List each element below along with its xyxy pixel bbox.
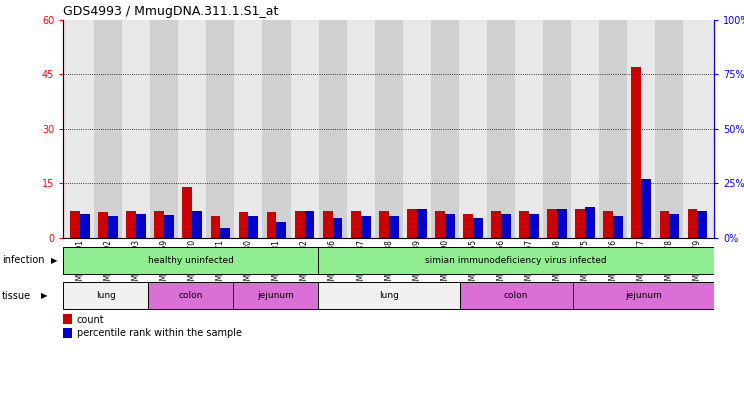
- Bar: [295, 211, 304, 238]
- Bar: [491, 211, 501, 238]
- Bar: [136, 214, 146, 238]
- Bar: [431, 20, 459, 238]
- Bar: [548, 209, 557, 238]
- Bar: [318, 283, 460, 309]
- Bar: [684, 20, 711, 238]
- Bar: [519, 211, 529, 238]
- Bar: [108, 216, 118, 238]
- Bar: [347, 20, 375, 238]
- Bar: [98, 212, 108, 238]
- Bar: [445, 214, 455, 238]
- Text: count: count: [77, 314, 104, 325]
- Bar: [417, 209, 426, 238]
- Bar: [599, 20, 627, 238]
- Bar: [126, 211, 136, 238]
- Text: ▶: ▶: [51, 256, 57, 264]
- Bar: [233, 283, 318, 309]
- Bar: [487, 20, 515, 238]
- Bar: [659, 211, 670, 238]
- Bar: [543, 20, 571, 238]
- Bar: [333, 218, 342, 238]
- Bar: [211, 216, 220, 238]
- Bar: [687, 209, 697, 238]
- Bar: [192, 211, 202, 238]
- Bar: [573, 283, 714, 309]
- Text: infection: infection: [2, 255, 45, 265]
- Text: healthy uninfected: healthy uninfected: [147, 256, 234, 265]
- Bar: [182, 187, 192, 238]
- Bar: [697, 211, 708, 238]
- Bar: [463, 214, 473, 238]
- Bar: [459, 20, 487, 238]
- Bar: [220, 228, 230, 238]
- Bar: [148, 283, 233, 309]
- Bar: [586, 207, 595, 238]
- Bar: [351, 211, 361, 238]
- Bar: [155, 211, 164, 238]
- Bar: [501, 214, 511, 238]
- Bar: [66, 20, 94, 238]
- Text: jejunum: jejunum: [625, 291, 662, 300]
- Bar: [234, 20, 263, 238]
- Bar: [63, 283, 148, 309]
- Bar: [473, 218, 483, 238]
- Bar: [571, 20, 599, 238]
- Bar: [435, 211, 445, 238]
- Bar: [641, 179, 651, 238]
- Bar: [407, 209, 417, 238]
- Text: jejunum: jejunum: [257, 291, 294, 300]
- Bar: [70, 211, 80, 238]
- Bar: [557, 209, 567, 238]
- Text: colon: colon: [504, 291, 528, 300]
- Bar: [277, 222, 286, 238]
- Bar: [515, 20, 543, 238]
- Bar: [613, 216, 623, 238]
- Bar: [318, 247, 714, 274]
- Bar: [290, 20, 318, 238]
- Bar: [248, 216, 258, 238]
- Bar: [94, 20, 122, 238]
- Bar: [179, 20, 206, 238]
- Bar: [627, 20, 655, 238]
- Text: percentile rank within the sample: percentile rank within the sample: [77, 328, 242, 338]
- Bar: [263, 20, 290, 238]
- Bar: [603, 211, 613, 238]
- Bar: [389, 216, 399, 238]
- Bar: [379, 211, 388, 238]
- Bar: [361, 216, 371, 238]
- Bar: [655, 20, 684, 238]
- Text: GDS4993 / MmugDNA.311.1.S1_at: GDS4993 / MmugDNA.311.1.S1_at: [63, 6, 278, 18]
- Bar: [460, 283, 573, 309]
- Bar: [206, 20, 234, 238]
- Bar: [318, 20, 347, 238]
- Text: tissue: tissue: [2, 290, 31, 301]
- Bar: [670, 214, 679, 238]
- Bar: [529, 214, 539, 238]
- Bar: [403, 20, 431, 238]
- Bar: [80, 214, 90, 238]
- Bar: [122, 20, 150, 238]
- Text: ▶: ▶: [41, 291, 48, 300]
- Bar: [150, 20, 179, 238]
- Bar: [323, 211, 333, 238]
- Bar: [63, 247, 318, 274]
- Bar: [164, 215, 174, 238]
- Text: simian immunodeficiency virus infected: simian immunodeficiency virus infected: [426, 256, 607, 265]
- Bar: [304, 211, 315, 238]
- Bar: [266, 212, 277, 238]
- Bar: [632, 67, 641, 238]
- Bar: [239, 212, 248, 238]
- Bar: [575, 209, 586, 238]
- Text: colon: colon: [179, 291, 203, 300]
- Bar: [375, 20, 403, 238]
- Text: lung: lung: [96, 291, 115, 300]
- Text: lung: lung: [379, 291, 399, 300]
